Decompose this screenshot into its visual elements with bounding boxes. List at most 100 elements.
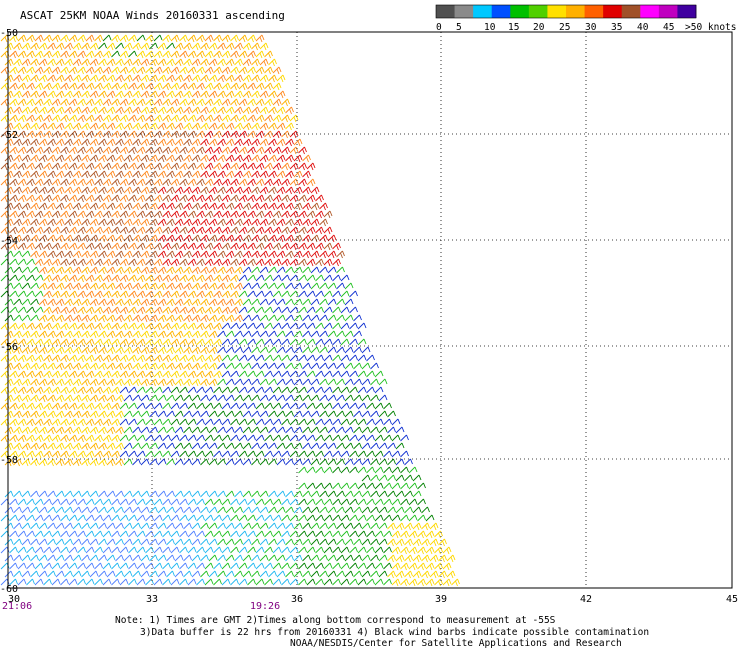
wind-barb xyxy=(293,426,303,434)
wind-barb xyxy=(238,146,248,155)
wind-barb xyxy=(340,450,350,458)
wind-barb xyxy=(51,514,61,522)
wind-barb xyxy=(38,106,48,115)
wind-barb xyxy=(34,338,44,347)
wind-barb xyxy=(102,578,112,586)
color-scale-label: 20 xyxy=(533,22,545,33)
wind-barb xyxy=(64,458,73,467)
wind-barb xyxy=(9,226,18,235)
wind-barb xyxy=(111,66,120,75)
wind-barb xyxy=(26,146,35,155)
wind-barb xyxy=(43,162,52,171)
wind-barb xyxy=(289,370,299,378)
wind-barb xyxy=(200,250,209,259)
wind-barb xyxy=(174,506,184,514)
wind-barb xyxy=(47,410,56,419)
wind-barb xyxy=(43,514,52,522)
wind-barb xyxy=(47,394,56,403)
wind-barb xyxy=(319,570,328,578)
wind-barb xyxy=(102,50,112,59)
wind-barb xyxy=(81,490,90,498)
wind-barb xyxy=(38,234,48,243)
wind-barb xyxy=(183,58,192,67)
wind-barb xyxy=(298,322,307,330)
wind-barb xyxy=(225,330,235,338)
wind-barb xyxy=(251,378,260,386)
wind-barb xyxy=(306,274,316,282)
wind-barb xyxy=(285,218,294,227)
wind-barb xyxy=(225,362,235,370)
wind-barb xyxy=(213,50,222,59)
wind-barb xyxy=(344,458,354,466)
wind-barb xyxy=(234,154,243,163)
wind-barb xyxy=(132,394,141,402)
wind-barb xyxy=(272,114,282,123)
wind-barb xyxy=(191,282,201,291)
wind-barb xyxy=(111,162,120,171)
wind-barb xyxy=(221,258,231,267)
wind-barb xyxy=(162,402,171,410)
wind-barb xyxy=(327,506,337,514)
wind-barb xyxy=(170,34,180,43)
wind-barb xyxy=(264,66,273,75)
wind-barb xyxy=(26,370,35,379)
wind-barb xyxy=(115,250,124,259)
wind-barb xyxy=(111,34,120,43)
wind-barb xyxy=(72,138,82,147)
wind-barb xyxy=(217,506,226,514)
wind-barb xyxy=(361,426,371,434)
wind-barb xyxy=(128,354,137,363)
wind-barb xyxy=(221,338,231,346)
wind-barb xyxy=(157,202,167,211)
wind-barb xyxy=(378,474,388,482)
wind-barb xyxy=(166,506,175,514)
wind-barb xyxy=(395,442,405,450)
wind-barb xyxy=(4,426,14,435)
wind-barb xyxy=(89,522,99,530)
wind-barb xyxy=(43,82,52,91)
wind-barb xyxy=(238,274,248,282)
wind-barb xyxy=(68,50,78,59)
wind-barb xyxy=(306,354,316,362)
wind-barb xyxy=(196,34,205,43)
wind-barb xyxy=(34,418,44,427)
wind-barb xyxy=(281,274,290,282)
wind-barb xyxy=(238,322,248,330)
wind-barb xyxy=(72,282,82,291)
wind-barb xyxy=(60,258,69,267)
wind-barb xyxy=(115,154,124,163)
wind-barb xyxy=(140,234,150,243)
wind-barb xyxy=(395,458,405,466)
wind-barb xyxy=(276,570,286,578)
wind-barb xyxy=(166,330,175,339)
wind-barb xyxy=(259,458,269,466)
wind-barb xyxy=(255,162,265,171)
wind-barb xyxy=(340,418,350,426)
wind-barb xyxy=(123,90,133,99)
wind-barb xyxy=(247,34,256,43)
wind-barb xyxy=(230,210,239,219)
wind-barb xyxy=(64,122,73,131)
wind-barb xyxy=(89,362,99,371)
wind-barb xyxy=(170,130,180,139)
wind-barb xyxy=(310,378,320,386)
wind-barb xyxy=(179,146,188,155)
wind-barb xyxy=(136,450,146,458)
wind-barb xyxy=(140,346,150,355)
wind-barb xyxy=(357,322,367,330)
wind-barb xyxy=(281,258,290,267)
wind-barb xyxy=(298,178,307,187)
wind-barb xyxy=(9,530,18,538)
wind-barb xyxy=(157,90,167,99)
wind-barb xyxy=(9,338,18,347)
wind-barb xyxy=(60,530,69,538)
wind-barb xyxy=(43,338,52,347)
wind-barb xyxy=(89,298,99,307)
wind-barb xyxy=(123,250,133,259)
wind-barb xyxy=(357,562,367,570)
wind-barb xyxy=(4,42,14,51)
wind-barb xyxy=(4,314,14,322)
wind-barb xyxy=(132,42,141,51)
wind-barb xyxy=(336,458,345,466)
wind-barb xyxy=(378,442,388,450)
